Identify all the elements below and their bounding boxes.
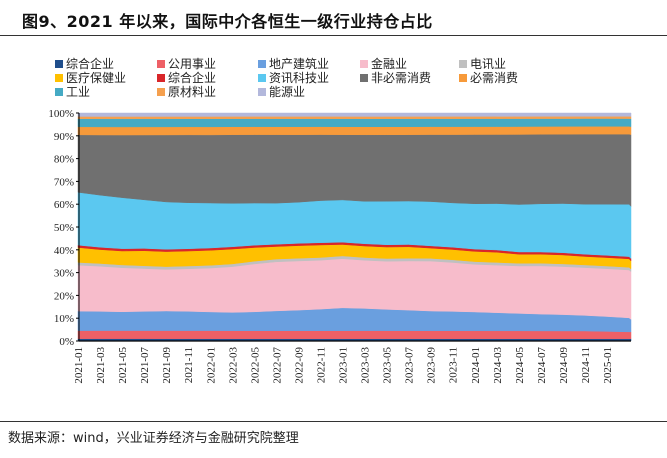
legend-swatch <box>55 87 63 96</box>
x-tick-label: 2023-07 <box>404 347 416 384</box>
y-tick-label: 50% <box>54 222 74 234</box>
x-tick-label: 2023-09 <box>426 347 438 384</box>
x-tick-label: 2023-01 <box>338 347 350 384</box>
legend-label: 非必需消费 <box>371 71 432 85</box>
legend-item: 综合企业 <box>55 55 114 72</box>
legend-label: 必需消费 <box>470 71 519 85</box>
legend-item: 电讯业 <box>459 55 506 72</box>
legend-item: 金融业 <box>360 55 407 72</box>
y-tick-label: 90% <box>54 131 74 143</box>
x-tick-label: 2022-01 <box>205 347 217 384</box>
y-tick-label: 40% <box>54 245 74 257</box>
x-tick-label: 2021-03 <box>95 347 107 384</box>
legend-label: 公用事业 <box>168 57 217 71</box>
y-tick-label: 60% <box>54 199 74 211</box>
x-tick-label: 2023-05 <box>382 347 394 384</box>
legend-swatch <box>55 59 63 68</box>
legend-label: 工业 <box>66 85 91 99</box>
x-tick-label: 2022-11 <box>315 347 327 383</box>
legend-item: 工业 <box>55 83 90 100</box>
legend-item: 地产建筑业 <box>258 55 329 72</box>
legend-swatch <box>258 73 266 82</box>
legend-label: 综合企业 <box>168 71 217 85</box>
legend-item: 医疗保健业 <box>55 69 126 86</box>
legend-swatch <box>55 73 63 82</box>
source-note: 数据来源：wind，兴业证券经济与金融研究院整理 <box>8 431 299 446</box>
legend-swatch <box>459 59 467 68</box>
legend-item: 原材料业 <box>157 83 216 100</box>
legend-item: 非必需消费 <box>360 69 431 86</box>
legend-label: 综合企业 <box>66 57 115 71</box>
legend-item: 资讯科技业 <box>258 69 329 86</box>
legend-label: 原材料业 <box>168 85 217 99</box>
y-tick-label: 10% <box>54 313 74 325</box>
x-tick-label: 2024-11 <box>580 347 592 383</box>
legend-swatch <box>459 73 467 82</box>
legend-item: 公用事业 <box>157 55 216 72</box>
legend-label: 地产建筑业 <box>269 57 330 71</box>
legend-swatch <box>157 87 165 96</box>
legend-item: 综合企业 <box>157 69 216 86</box>
legend-item: 能源业 <box>258 83 305 100</box>
x-tick-label: 2021-05 <box>117 347 129 384</box>
title-divider <box>0 35 667 36</box>
chart-legend: 综合企业 公用事业 地产建筑业 金融业 电讯业 医疗保健业 综合企业 资讯科技业 非必需消费 必需… <box>0 55 667 105</box>
x-tick-label: 2024-05 <box>514 347 526 384</box>
area-series-9 <box>77 126 632 136</box>
legend-swatch <box>258 59 266 68</box>
y-tick-label: 30% <box>54 268 74 280</box>
x-tick-label: 2021-07 <box>139 347 151 384</box>
y-tick-label: 80% <box>54 154 74 166</box>
x-tick-label: 2024-01 <box>470 347 482 384</box>
legend-item: 必需消费 <box>459 69 518 86</box>
area-series-12 <box>77 112 632 117</box>
y-tick-label: 0% <box>59 336 74 348</box>
x-tick-label: 2021-01 <box>73 347 85 384</box>
x-tick-label: 2021-09 <box>161 347 173 384</box>
legend-swatch <box>157 73 165 82</box>
y-tick-label: 20% <box>54 290 74 302</box>
chart-title: 图9、2021 年以来，国际中介各恒生一级行业持仓占比 <box>22 12 433 31</box>
y-tick-label: 70% <box>54 176 74 188</box>
y-tick-label: 100% <box>48 108 74 120</box>
x-tick-label: 2022-05 <box>249 347 261 384</box>
x-tick-label: 2023-03 <box>360 347 372 384</box>
legend-label: 金融业 <box>371 57 408 71</box>
legend-swatch <box>258 87 266 96</box>
x-tick-label: 2024-03 <box>492 347 504 384</box>
x-tick-label: 2022-07 <box>271 347 283 384</box>
x-tick-label: 2022-03 <box>227 347 239 384</box>
x-tick-label: 2024-07 <box>536 347 548 384</box>
legend-swatch <box>360 73 368 82</box>
x-tick-label: 2023-11 <box>448 347 460 383</box>
area-series-8 <box>77 133 632 207</box>
x-tick-label: 2025-01 <box>602 347 614 384</box>
legend-swatch <box>157 59 165 68</box>
source-divider <box>0 421 667 422</box>
x-tick-label: 2024-09 <box>558 347 570 384</box>
x-tick-label: 2021-11 <box>183 347 195 383</box>
x-tick-label: 2022-09 <box>293 347 305 384</box>
legend-label: 医疗保健业 <box>66 71 127 85</box>
legend-swatch <box>360 59 368 68</box>
legend-label: 能源业 <box>269 85 306 99</box>
legend-label: 资讯科技业 <box>269 71 330 85</box>
area-series-1 <box>77 330 632 340</box>
legend-label: 电讯业 <box>470 57 507 71</box>
area-series-10 <box>77 118 632 128</box>
